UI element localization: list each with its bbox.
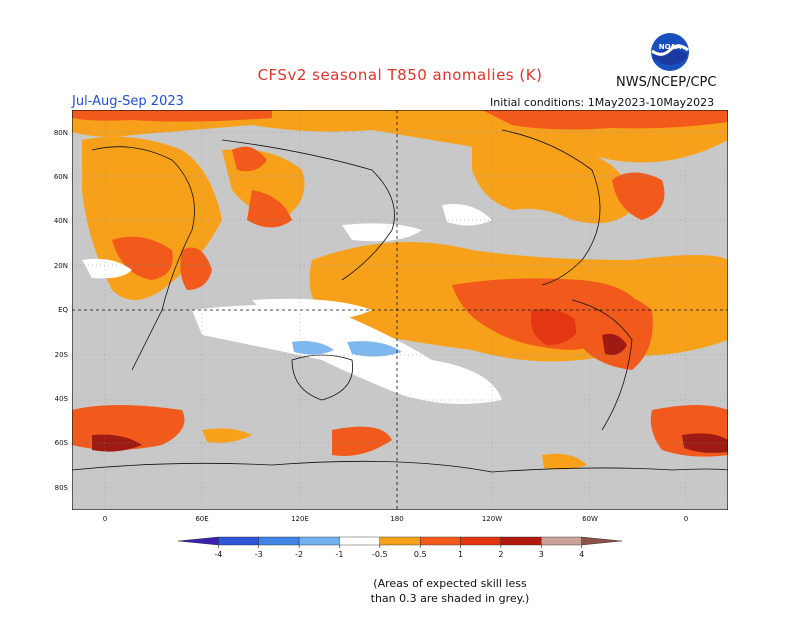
colorbar-swatch xyxy=(379,536,421,546)
colorbar-label: 3 xyxy=(539,550,544,559)
anomaly-map xyxy=(72,110,728,510)
colorbar-label: -3 xyxy=(255,550,263,559)
anomaly-region xyxy=(572,289,653,370)
anomaly-region xyxy=(232,146,267,172)
colorbar-swatch xyxy=(500,536,542,546)
lat-label: EQ xyxy=(58,306,68,314)
coastline xyxy=(221,139,395,281)
colorbar-swatches xyxy=(177,536,623,546)
map-title: CFSv2 seasonal T850 anomalies (K) xyxy=(257,66,543,84)
colorbar-label: 1 xyxy=(458,550,463,559)
anomaly-region xyxy=(92,434,142,452)
lat-label: 40N xyxy=(53,217,68,225)
neutral-region xyxy=(192,305,502,404)
colorbar-label: -2 xyxy=(295,550,303,559)
coastline xyxy=(571,299,633,431)
skill-note-line-2: than 0.3 are shaded in grey.) xyxy=(370,592,530,605)
lon-label: 0 xyxy=(102,515,108,523)
colorbar-swatch xyxy=(218,536,259,546)
lon-label: 120W xyxy=(481,515,503,523)
coastline xyxy=(501,129,601,286)
neutral-region xyxy=(342,223,422,242)
lon-label: 0 xyxy=(683,515,689,523)
lat-label: 40S xyxy=(54,395,68,403)
cool-anomaly xyxy=(347,341,402,357)
lon-label: 60E xyxy=(195,515,209,523)
colorbar-swatch xyxy=(177,536,219,546)
anomaly-region xyxy=(180,247,212,290)
lon-label: 120E xyxy=(291,515,309,523)
anomaly-region xyxy=(612,172,665,220)
lat-label: 80S xyxy=(54,484,68,492)
neutral-region xyxy=(442,204,492,226)
colorbar-swatch xyxy=(419,536,461,546)
grid xyxy=(72,110,728,510)
anomaly-region xyxy=(482,110,728,130)
lon-label: 180 xyxy=(390,515,404,523)
coastline xyxy=(291,354,354,401)
coastline xyxy=(72,460,728,473)
colorbar-label: -1 xyxy=(335,550,343,559)
colorbar-label: -4 xyxy=(214,550,222,559)
skill-note: (Areas of expected skill less than 0.3 a… xyxy=(330,576,570,606)
anomaly-region xyxy=(247,190,292,228)
lon-label: 60W xyxy=(582,515,598,523)
lat-label: 80N xyxy=(53,129,68,137)
agency-label: NWS/NCEP/CPC xyxy=(616,75,717,90)
colorbar-label: 4 xyxy=(579,550,584,559)
anomaly-region xyxy=(682,433,728,453)
skill-note-line-1: (Areas of expected skill less xyxy=(373,577,527,590)
colorbar-label: -0.5 xyxy=(372,550,388,559)
anomaly-region xyxy=(202,428,252,443)
anomaly-region xyxy=(72,110,272,122)
initial-conditions: Initial conditions: 1May2023-10May2023 xyxy=(490,96,715,109)
colorbar-swatch xyxy=(298,536,340,546)
colorbar-swatch xyxy=(541,536,582,546)
lat-label: 60S xyxy=(54,439,68,447)
season-label: Jul-Aug-Sep 2023 xyxy=(72,94,184,109)
lat-label: 20N xyxy=(53,262,68,270)
colorbar-label: 0.5 xyxy=(414,550,427,559)
cool-anomaly xyxy=(292,341,334,355)
noaa-logo-text: NOAA xyxy=(659,43,682,51)
anomaly-region xyxy=(542,453,587,470)
anomaly-region xyxy=(472,140,632,224)
noaa-logo: NOAA xyxy=(651,33,689,71)
lat-label: 60N xyxy=(53,173,68,181)
colorbar-swatch xyxy=(258,536,300,546)
colorbar-swatch xyxy=(460,536,502,546)
lat-label: 20S xyxy=(54,351,68,359)
coastline xyxy=(91,146,195,371)
anomaly-region xyxy=(332,426,392,456)
colorbar: -4 -3 -2 -1 -0.5 0.5 1 2 3 4 xyxy=(177,536,623,559)
neutral-region xyxy=(82,258,132,279)
anomaly-region xyxy=(112,236,173,280)
colorbar-swatch xyxy=(581,536,623,546)
colorbar-label: 2 xyxy=(498,550,503,559)
colorbar-swatch xyxy=(339,536,381,546)
anomaly-region xyxy=(531,309,582,345)
anomaly-region xyxy=(602,333,627,355)
colorbar-labels: -4 -3 -2 -1 -0.5 0.5 1 2 3 4 xyxy=(214,545,584,559)
